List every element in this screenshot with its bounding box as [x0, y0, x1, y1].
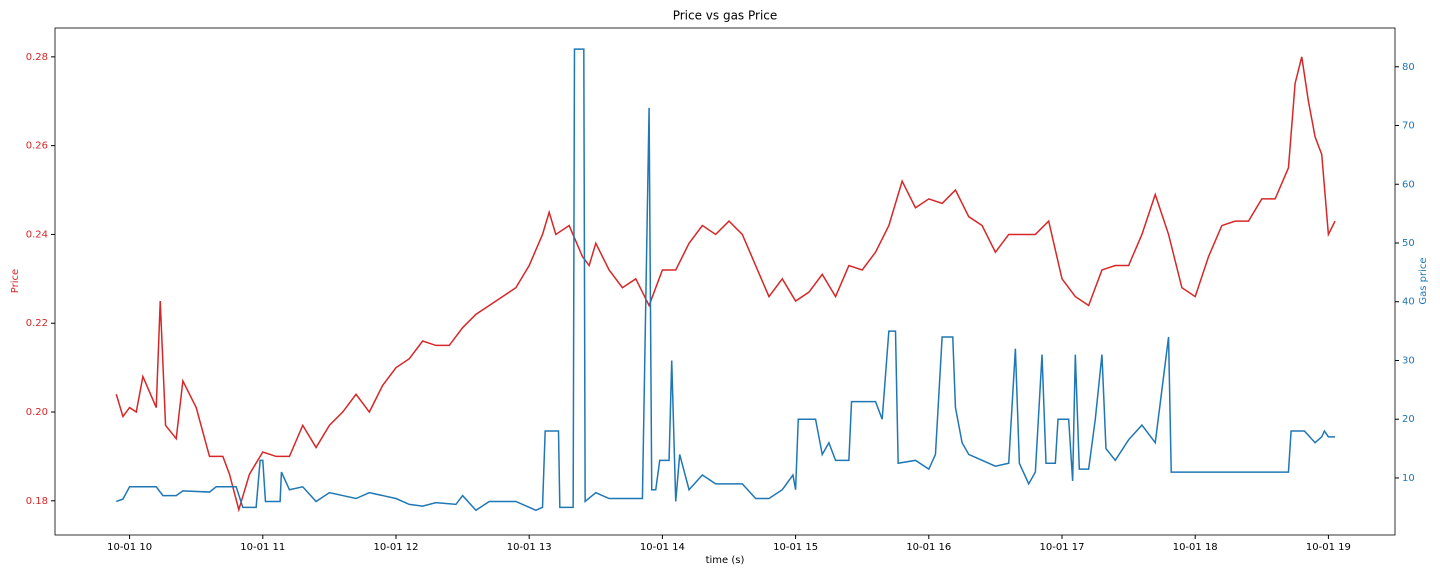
y2-tick-label: 80	[1402, 62, 1415, 73]
y-tick-label: 0.28	[26, 52, 48, 63]
y2-tick-label: 20	[1402, 414, 1415, 425]
x-tick-label: 10-01 17	[1040, 542, 1085, 553]
x-tick-label: 10-01 18	[1173, 542, 1218, 553]
plot-frame	[54, 27, 1396, 536]
y2-tick-label: 30	[1402, 355, 1415, 366]
y-tick-label: 0.18	[26, 496, 48, 507]
y2-tick-label: 50	[1402, 238, 1415, 249]
series-line	[115, 56, 1336, 513]
y2-tick-label: 70	[1402, 121, 1415, 132]
x-tick-label: 10-01 11	[240, 542, 285, 553]
y-tick-label: 0.24	[26, 229, 48, 240]
x-tick-label: 10-01 12	[374, 542, 419, 553]
x-tick-label: 10-01 19	[1306, 542, 1351, 553]
x-tick-label: 10-01 16	[906, 542, 951, 553]
chart-title: Price vs gas Price	[673, 9, 778, 23]
x-tick-label: 10-01 10	[107, 542, 152, 553]
x-tick-label: 10-01 13	[507, 542, 552, 553]
x-tick-label: 10-01 14	[640, 542, 685, 553]
series-line	[116, 48, 1336, 512]
x-tick-label: 10-01 15	[773, 542, 818, 553]
y-tick-label: 0.26	[26, 141, 48, 152]
y-tick-label: 0.20	[26, 407, 48, 418]
x-axis-label: time (s)	[706, 555, 745, 566]
y2-axis-label: Gas price	[1418, 257, 1429, 304]
y-axis-label: Price	[10, 269, 21, 293]
y2-tick-label: 60	[1402, 179, 1415, 190]
y2-tick-label: 40	[1402, 297, 1415, 308]
y2-tick-label: 10	[1402, 473, 1415, 484]
y-tick-label: 0.22	[26, 318, 48, 329]
